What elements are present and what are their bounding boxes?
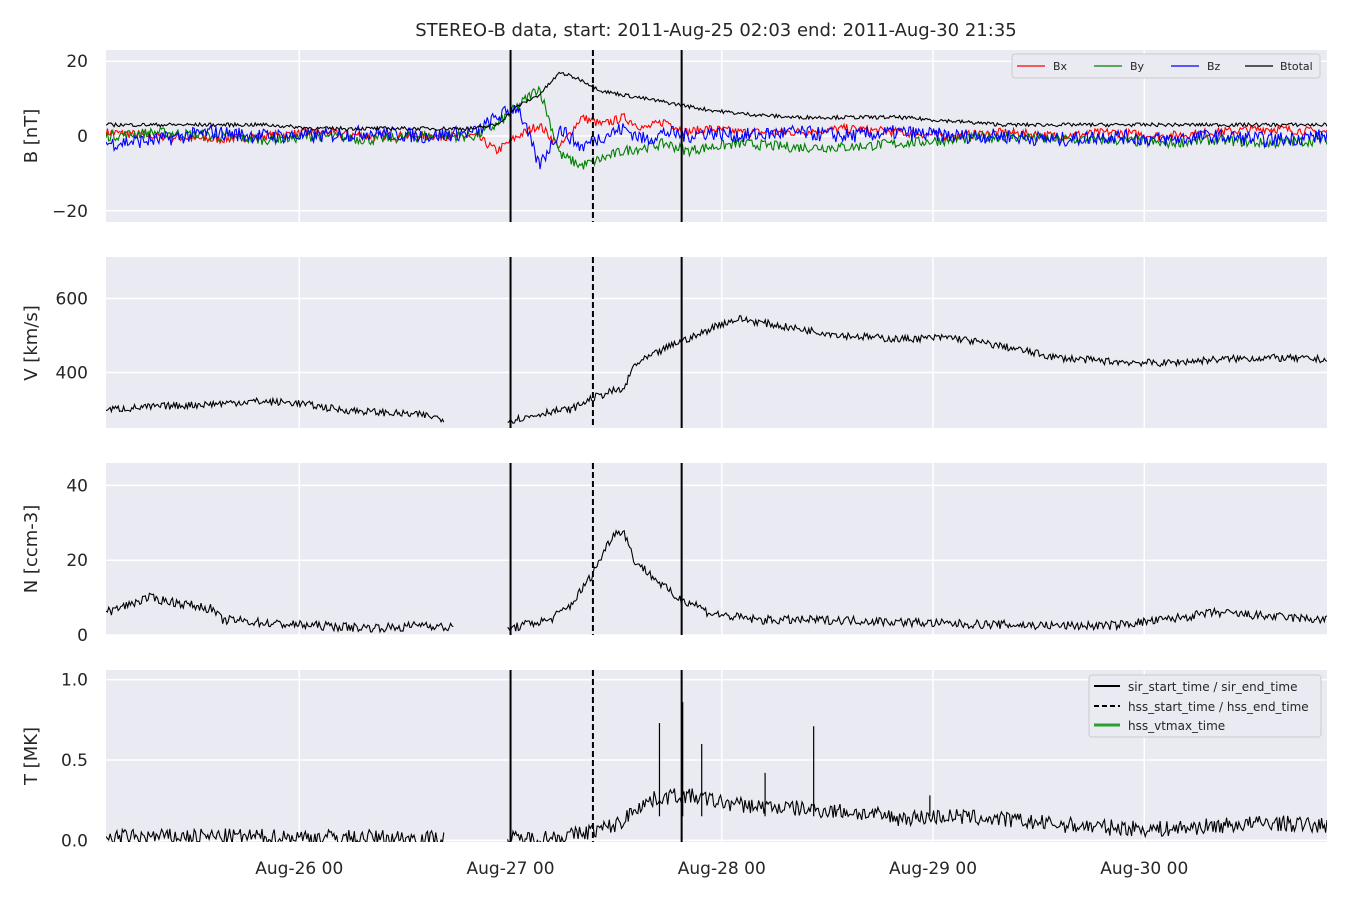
legend-sir-label: sir_start_time / sir_end_time: [1128, 680, 1298, 694]
y-tick-label: 20: [66, 52, 88, 72]
figure-title: STEREO-B data, start: 2011-Aug-25 02:03 …: [415, 20, 1016, 41]
x-tick-labels: Aug-26 00 Aug-27 00 Aug-28 00 Aug-29 00 …: [255, 859, 1188, 879]
panel-b: B [nT] 20 0 −20: [21, 50, 1327, 222]
legend-vtmax-label: hss_vtmax_time: [1128, 719, 1225, 733]
legend-events-box: [1088, 674, 1322, 738]
y-tick-label: 400: [56, 363, 88, 383]
y-tick-label: 0.0: [61, 831, 88, 851]
x-tick-label: Aug-27 00: [467, 859, 555, 879]
panel-v: V [km/s] 600 400: [21, 257, 1327, 428]
panel-b-ylabel: B [nT]: [21, 109, 42, 164]
panel-v-ylabel: V [km/s]: [21, 305, 42, 380]
legend-bx-label: Bx: [1053, 60, 1068, 73]
y-tick-label: 600: [56, 289, 88, 309]
legend-bz-label: Bz: [1207, 60, 1221, 73]
series-bz: [106, 105, 1327, 170]
x-tick-label: Aug-28 00: [678, 859, 766, 879]
y-tick-label: 0.5: [61, 751, 88, 771]
series-n: [106, 529, 1327, 634]
legend-events: sir_start_time / sir_end_time hss_start_…: [1088, 674, 1322, 738]
legend-b-box: [1011, 53, 1321, 79]
y-tick-label: 40: [66, 476, 88, 496]
legend-by-label: By: [1130, 60, 1145, 73]
panel-n-ylabel: N [ccm-3]: [21, 505, 42, 594]
plot-area-bg: [106, 257, 1327, 428]
legend-b: Bx By Bz Btotal: [1011, 53, 1321, 79]
y-tick-label: 0: [77, 127, 88, 147]
panel-n: N [ccm-3] 40 20 0: [21, 463, 1327, 646]
y-tick-label: 0: [77, 626, 88, 646]
panel-t-ylabel: T [MK]: [21, 727, 42, 786]
x-tick-label: Aug-26 00: [255, 859, 343, 879]
x-tick-label: Aug-30 00: [1100, 859, 1188, 879]
legend-hss-label: hss_start_time / hss_end_time: [1128, 700, 1309, 714]
x-tick-label: Aug-29 00: [889, 859, 977, 879]
plot-area-bg: [106, 463, 1327, 635]
y-tick-label: 20: [66, 551, 88, 571]
series-v: [106, 315, 1327, 424]
series-btotal: [106, 71, 1327, 132]
y-tick-label: 1.0: [61, 671, 88, 691]
y-tick-label: −20: [52, 202, 88, 222]
series-t: [106, 788, 1327, 842]
legend-btotal-label: Btotal: [1280, 60, 1313, 73]
